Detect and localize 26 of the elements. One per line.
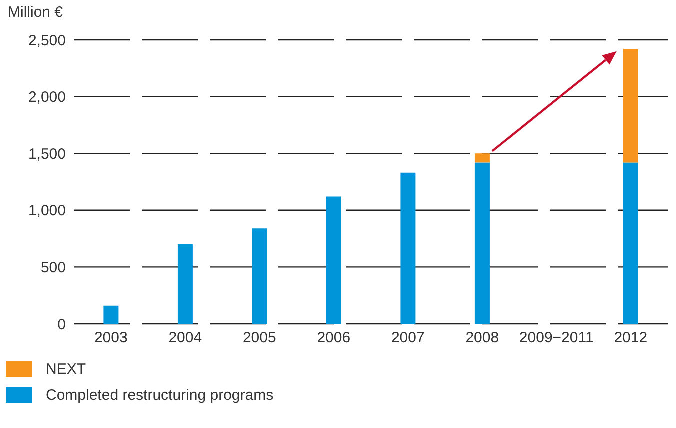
- y-tick-label: 2,500: [28, 32, 66, 50]
- bar: [178, 244, 193, 324]
- y-tick-label: 1,000: [28, 202, 66, 220]
- bar: [474, 154, 490, 163]
- bar: [326, 196, 342, 324]
- x-tick-label: 2005: [242, 330, 276, 347]
- x-tick-label: 2008: [466, 330, 500, 347]
- y-axis-title: Million €: [8, 4, 64, 21]
- bar: [623, 162, 638, 324]
- x-tick-label: 2007: [391, 330, 425, 347]
- bar: [252, 228, 268, 324]
- y-tick-label: 2,000: [28, 89, 66, 106]
- y-tick-label: 0: [58, 316, 66, 334]
- y-tick-label: 500: [40, 260, 66, 277]
- x-tick-label: 2009−2011: [519, 330, 594, 347]
- x-tick-label: 2012: [614, 330, 648, 347]
- bar: [474, 162, 490, 324]
- bar: [623, 49, 638, 163]
- bar: [400, 172, 416, 324]
- legend-label: NEXT: [46, 360, 86, 378]
- x-tick-label: 2006: [317, 330, 351, 347]
- x-tick-label: 2003: [94, 330, 128, 347]
- y-tick-label: 1,500: [28, 146, 66, 163]
- legend-label: Completed restructuring programs: [46, 386, 274, 404]
- x-tick-label: 2004: [168, 330, 202, 347]
- bar: [104, 306, 119, 324]
